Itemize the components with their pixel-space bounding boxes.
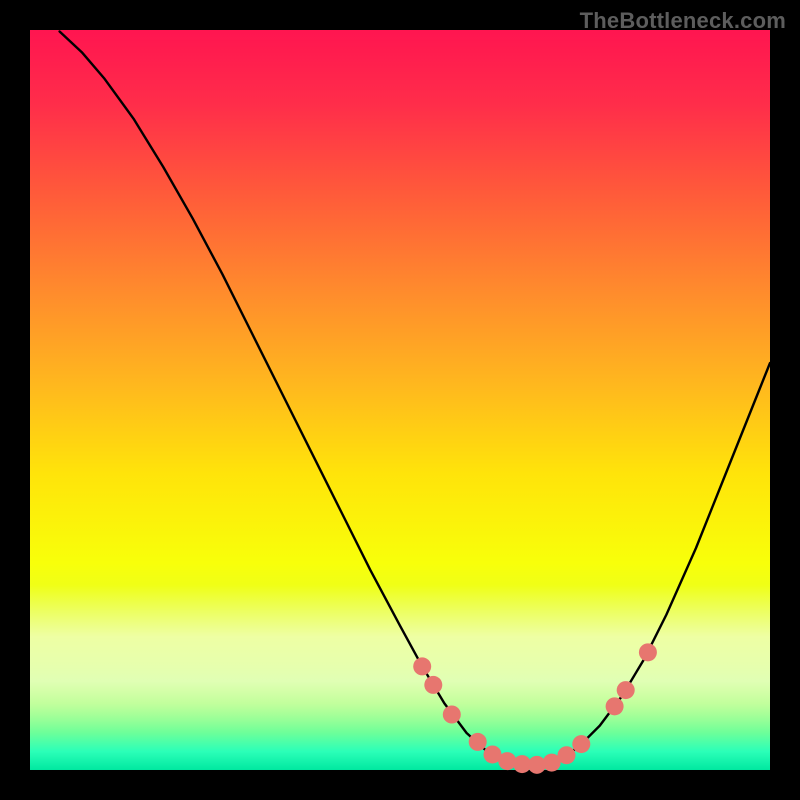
curve-marker: [572, 735, 590, 753]
curve-marker: [424, 676, 442, 694]
curve-marker: [639, 643, 657, 661]
curve-marker: [558, 746, 576, 764]
curve-marker: [606, 697, 624, 715]
curve-marker: [469, 733, 487, 751]
chart-svg: [0, 0, 800, 800]
chart-stage: TheBottleneck.com: [0, 0, 800, 800]
curve-marker: [498, 752, 516, 770]
curve-marker: [617, 681, 635, 699]
watermark-text: TheBottleneck.com: [580, 8, 786, 34]
curve-marker: [413, 657, 431, 675]
curve-marker: [443, 706, 461, 724]
pale-band: [30, 585, 770, 733]
